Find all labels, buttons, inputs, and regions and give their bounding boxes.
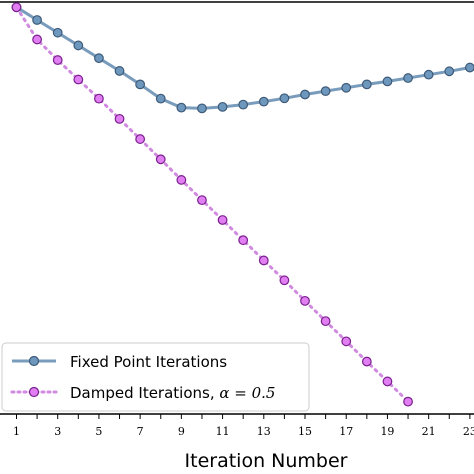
x-tick-label: 1 xyxy=(13,425,20,438)
data-point-damped xyxy=(361,356,372,367)
data-point-damped xyxy=(217,215,228,225)
data-point-damped xyxy=(176,175,187,185)
legend-label-damped-text: Damped Iterations, xyxy=(70,384,219,402)
data-point-damped xyxy=(320,316,331,327)
data-point-fixed-point xyxy=(341,82,352,93)
data-point-fixed-point xyxy=(73,40,84,51)
series-line-fixed-point xyxy=(15,5,472,110)
data-point-fixed-point xyxy=(423,69,434,80)
data-point-damped xyxy=(11,2,22,13)
data-point-fixed-point xyxy=(444,66,455,77)
data-point-damped xyxy=(52,55,63,65)
data-point-fixed-point xyxy=(32,15,42,25)
legend-label-damped: Damped Iterations, α = 0.5 xyxy=(70,384,275,402)
x-tick-label: 21 xyxy=(422,425,436,438)
x-tick-label: 9 xyxy=(178,425,185,438)
data-point-damped xyxy=(155,154,166,165)
data-point-fixed-point xyxy=(464,62,474,73)
data-point-fixed-point xyxy=(279,93,290,104)
x-tick-label: 7 xyxy=(137,425,144,438)
x-tick-label: 5 xyxy=(95,425,102,438)
legend: Fixed Point Iterations Damped Iterations… xyxy=(1,342,310,412)
data-point-fixed-point xyxy=(114,66,125,76)
data-point-fixed-point xyxy=(361,79,372,90)
data-point-damped xyxy=(258,255,269,266)
data-point-fixed-point xyxy=(300,89,310,100)
data-point-fixed-point xyxy=(320,86,331,97)
legend-label-fixed-point: Fixed Point Iterations xyxy=(70,353,227,371)
data-point-fixed-point xyxy=(238,99,249,110)
data-point-damped xyxy=(32,34,42,45)
data-point-fixed-point xyxy=(52,27,63,38)
data-point-damped xyxy=(279,275,290,286)
data-point-fixed-point xyxy=(217,101,228,112)
x-tick-label: 17 xyxy=(339,425,353,438)
x-tick-label: 15 xyxy=(298,425,312,438)
data-point-fixed-point xyxy=(155,93,166,104)
data-point-damped xyxy=(238,235,249,246)
series-layer xyxy=(11,2,474,407)
data-point-damped xyxy=(135,134,146,144)
data-point-fixed-point xyxy=(176,102,187,113)
data-point-damped xyxy=(73,74,84,85)
data-point-damped xyxy=(382,376,393,387)
plot-frame xyxy=(0,1,474,415)
data-point-fixed-point xyxy=(382,76,393,87)
legend-box xyxy=(1,342,310,412)
legend-marker-damped xyxy=(28,386,40,398)
data-point-damped xyxy=(341,336,352,347)
data-point-damped xyxy=(114,113,125,124)
legend-marker-fixed-point xyxy=(28,355,40,367)
x-ticks: 1 3 5 7 9 11 13 15 17 19 21 23 xyxy=(13,414,474,438)
x-tick-label: 13 xyxy=(257,425,271,438)
data-point-fixed-point xyxy=(135,79,146,90)
x-tick-label: 23 xyxy=(463,425,474,438)
data-point-fixed-point xyxy=(197,103,207,114)
data-point-damped xyxy=(197,195,207,206)
x-axis-title: Iteration Number xyxy=(185,450,348,472)
x-tick-label: 19 xyxy=(380,425,394,438)
x-tick-label: 3 xyxy=(54,425,61,438)
legend-label-damped-math: α = 0.5 xyxy=(219,384,275,402)
data-point-damped xyxy=(300,295,310,306)
x-tick-label: 11 xyxy=(216,425,230,438)
data-point-fixed-point xyxy=(94,53,104,64)
data-point-fixed-point xyxy=(403,73,413,83)
data-point-damped xyxy=(94,93,104,104)
data-point-damped xyxy=(403,396,413,407)
data-point-fixed-point xyxy=(258,96,269,107)
